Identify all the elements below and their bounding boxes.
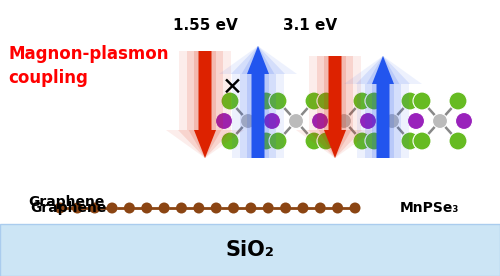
Circle shape [142,203,152,214]
Circle shape [336,113,351,129]
FancyArrow shape [188,51,222,158]
Text: SiO₂: SiO₂ [226,240,274,260]
Circle shape [312,113,328,129]
Circle shape [280,203,291,214]
FancyArrow shape [247,46,269,158]
Circle shape [432,113,448,129]
Circle shape [317,132,335,150]
Circle shape [365,92,383,110]
Circle shape [89,203,100,214]
Circle shape [401,132,419,150]
Circle shape [305,132,323,150]
Circle shape [350,203,360,214]
Circle shape [298,203,308,214]
FancyArrow shape [318,56,352,158]
Circle shape [264,113,280,129]
Circle shape [365,132,383,150]
Circle shape [360,113,376,129]
Circle shape [240,113,256,129]
Text: 1.55 eV: 1.55 eV [172,18,238,33]
FancyArrow shape [366,56,400,158]
Circle shape [315,203,326,214]
Text: Magnon-plasmon
coupling: Magnon-plasmon coupling [8,45,168,87]
Circle shape [106,203,118,214]
FancyArrow shape [308,56,362,158]
Circle shape [413,92,431,110]
FancyArrow shape [344,56,422,158]
FancyArrow shape [166,51,244,158]
Circle shape [332,203,343,214]
Text: Graphene: Graphene [28,195,104,209]
Circle shape [262,203,274,214]
Circle shape [269,92,287,110]
FancyArrow shape [219,46,297,158]
Circle shape [456,113,472,129]
Circle shape [228,203,239,214]
Text: MnPSe₃: MnPSe₃ [400,201,460,215]
Circle shape [449,92,467,110]
Circle shape [353,132,371,150]
Text: ✕: ✕ [222,76,242,100]
Circle shape [408,113,424,129]
FancyArrow shape [231,46,285,158]
Circle shape [257,132,275,150]
Text: 3.1 eV: 3.1 eV [283,18,337,33]
Bar [0,224,500,276]
Circle shape [72,203,83,214]
Circle shape [269,132,287,150]
Circle shape [194,203,204,214]
FancyArrow shape [372,56,394,158]
Circle shape [401,92,419,110]
Circle shape [288,113,304,129]
Circle shape [210,203,222,214]
FancyArrow shape [178,51,232,158]
Circle shape [54,203,66,214]
Circle shape [246,203,256,214]
Circle shape [257,92,275,110]
FancyArrow shape [324,56,346,158]
Circle shape [221,92,239,110]
Circle shape [353,92,371,110]
Circle shape [176,203,187,214]
Circle shape [221,132,239,150]
FancyArrow shape [356,56,410,158]
Circle shape [305,92,323,110]
FancyArrow shape [194,51,216,158]
Circle shape [158,203,170,214]
Circle shape [384,113,400,129]
Circle shape [216,113,232,129]
FancyArrow shape [242,46,274,158]
Circle shape [449,132,467,150]
FancyArrow shape [296,56,374,158]
Circle shape [124,203,135,214]
Text: Graphene: Graphene [30,201,106,215]
Circle shape [413,132,431,150]
Circle shape [317,92,335,110]
